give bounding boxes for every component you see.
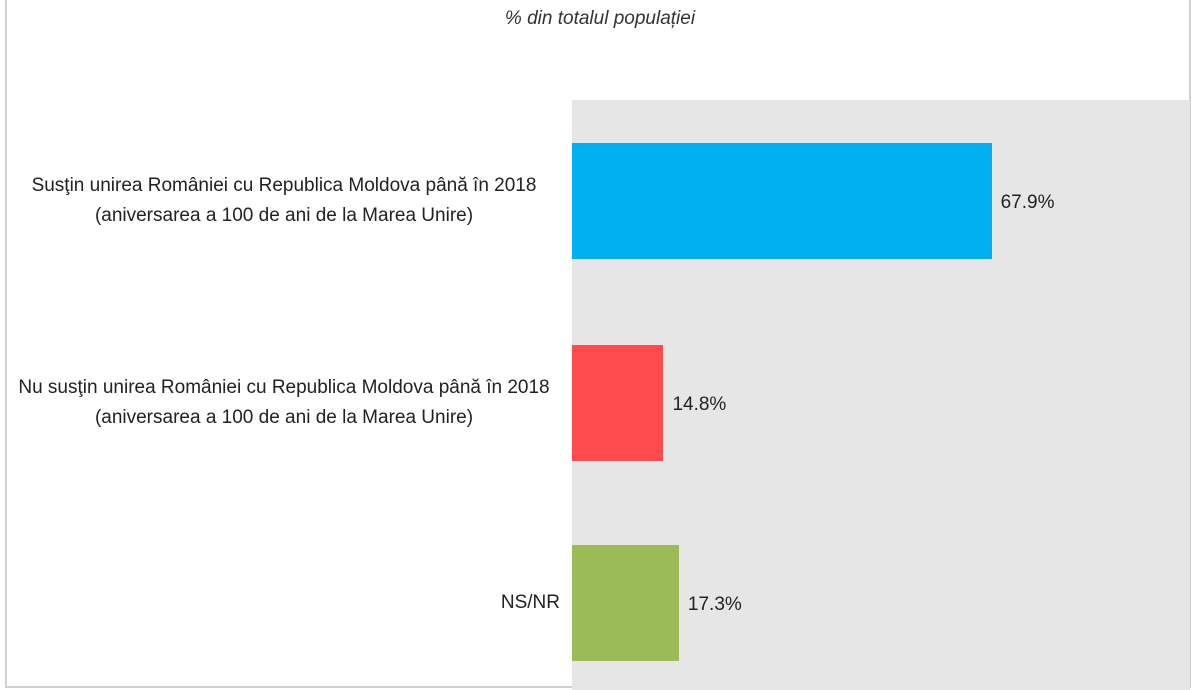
data-label-2: 14.8% xyxy=(672,394,727,415)
data-label-3: 17.3% xyxy=(687,594,742,615)
bar-2 xyxy=(572,345,664,461)
category-label-2: Nu susţin unirea României cu Republica M… xyxy=(0,373,560,433)
plot-area xyxy=(572,100,1190,690)
category-label-1: Susţin unirea României cu Republica Mold… xyxy=(0,171,560,231)
category-label-3: NS/NR xyxy=(0,588,560,618)
data-label-1: 67.9% xyxy=(1000,192,1055,213)
bar-3 xyxy=(572,545,679,661)
category-label-text: Nu susţin unirea României cu Republica M… xyxy=(18,377,550,428)
chart-subtitle: % din totalul populației xyxy=(504,8,696,29)
category-label-text: Susţin unirea României cu Republica Mold… xyxy=(31,175,537,226)
category-label-text: NS/NR xyxy=(500,592,560,613)
bar-1 xyxy=(572,143,992,259)
